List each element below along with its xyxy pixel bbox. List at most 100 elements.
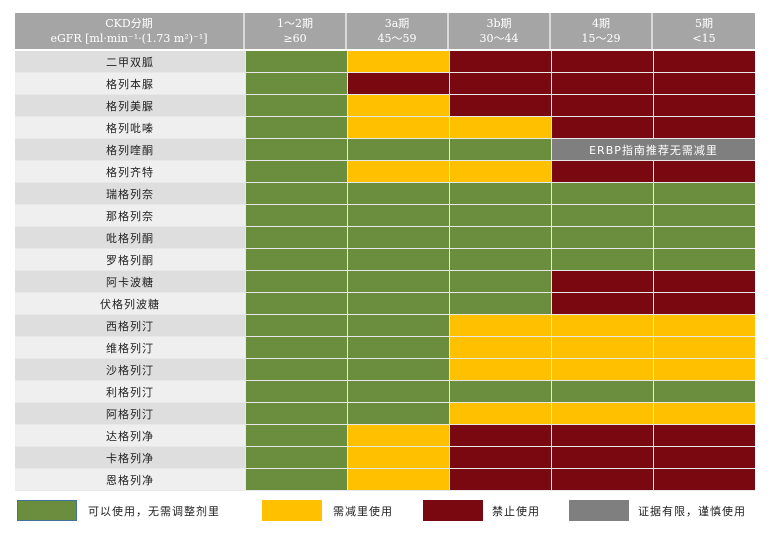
dosing-cell [551, 249, 653, 270]
drug-name: 罗格列酮 [15, 249, 245, 270]
legend: 可以使用，无需调整剂里 需减里使用 禁止使用 证据有限，谨慎使用 [0, 500, 770, 522]
drug-name: 伏格列波糖 [15, 293, 245, 314]
stage-label: 1～2期 [277, 17, 313, 30]
dosing-cell [245, 249, 347, 270]
dosing-cell [245, 447, 347, 468]
drug-name: 格列本脲 [15, 73, 245, 94]
dosing-cell [449, 249, 551, 270]
table-row: 阿卡波糖 [15, 271, 755, 293]
dosing-cell [551, 337, 653, 358]
header-divider [15, 49, 755, 51]
dosing-cell [653, 51, 755, 72]
dosing-cell [551, 469, 653, 490]
dosing-cell [551, 359, 653, 380]
dosing-cell [551, 315, 653, 336]
dosing-cell [653, 183, 755, 204]
dosing-cell [449, 447, 551, 468]
stage-label: 4期 [592, 17, 610, 30]
dosing-cell [347, 337, 449, 358]
legend-label-red: 禁止使用 [492, 505, 540, 518]
drug-name: 卡格列净 [15, 447, 245, 468]
dosing-cell [551, 425, 653, 446]
dosing-cell [653, 161, 755, 182]
dosing-cell [245, 403, 347, 424]
legend-swatch-green [17, 500, 77, 521]
table-row: 恩格列净 [15, 469, 755, 491]
table-row: 格列美脲 [15, 95, 755, 117]
drug-name: 瑞格列奈 [15, 183, 245, 204]
stage-label: 3a期 [384, 17, 410, 30]
dosing-cell [347, 95, 449, 116]
drug-name: 阿格列汀 [15, 403, 245, 424]
dosing-cell [245, 227, 347, 248]
dosing-cell [653, 359, 755, 380]
dosing-cell [653, 227, 755, 248]
dosing-cell [347, 425, 449, 446]
dosing-cell [551, 271, 653, 292]
dosing-cell [653, 117, 755, 138]
dosing-cell [551, 205, 653, 226]
dosing-cell [245, 117, 347, 138]
stage-label: 3b期 [486, 17, 512, 30]
dosing-cell [245, 381, 347, 402]
header-stage-4: 4期 15～29 [551, 13, 653, 49]
dosing-cell [347, 73, 449, 94]
dosing-cell [449, 293, 551, 314]
drug-name: 格列美脲 [15, 95, 245, 116]
dosing-cell [551, 293, 653, 314]
dosing-cell [551, 51, 653, 72]
dosing-cell [653, 249, 755, 270]
dosing-cell [449, 315, 551, 336]
dosing-cell [347, 227, 449, 248]
table-row: 瑞格列奈 [15, 183, 755, 205]
drug-name: 二甲双胍 [15, 51, 245, 72]
table-row: 达格列净 [15, 425, 755, 447]
drug-name: 维格列汀 [15, 337, 245, 358]
dosing-cell [347, 161, 449, 182]
dosing-cell [551, 117, 653, 138]
table-row: 伏格列波糖 [15, 293, 755, 315]
table-row: 维格列汀 [15, 337, 755, 359]
table-row: 阿格列汀 [15, 403, 755, 425]
table-row: 二甲双胍 [15, 51, 755, 73]
dosing-cell [653, 205, 755, 226]
dosing-cell [449, 425, 551, 446]
header-stage-3a: 3a期 45～59 [347, 13, 449, 49]
drug-name: 达格列净 [15, 425, 245, 446]
dosing-cell [347, 359, 449, 380]
dosing-cell [245, 183, 347, 204]
dosing-cell [347, 315, 449, 336]
dosing-cell [245, 73, 347, 94]
dosing-cell [347, 447, 449, 468]
dosing-cell [551, 403, 653, 424]
dosing-cell [245, 315, 347, 336]
dosing-cell [653, 271, 755, 292]
dosing-cell [449, 381, 551, 402]
table-row: 卡格列净 [15, 447, 755, 469]
table-row: 吡格列酮 [15, 227, 755, 249]
dosing-cell [245, 337, 347, 358]
table-row: 西格列汀 [15, 315, 755, 337]
dosing-cell [653, 425, 755, 446]
dosing-cell [245, 359, 347, 380]
table-row: 格列本脲 [15, 73, 755, 95]
dosing-cell [449, 139, 551, 160]
table-body: 二甲双胍 格列本脲 格列美脲 格列吡嗪 格列喹酮 ERBP指南推荐无需减里 格列齐特 瑞格列奈… [15, 51, 755, 491]
dosing-cell [449, 205, 551, 226]
dosing-cell [449, 73, 551, 94]
legend-label-gray: 证据有限，谨慎使用 [638, 505, 746, 518]
dosing-cell [245, 205, 347, 226]
header-stage-1-2: 1～2期 ≥60 [245, 13, 347, 49]
dosing-cell [347, 271, 449, 292]
drug-name: 恩格列净 [15, 469, 245, 490]
legend-label-yellow: 需减里使用 [333, 505, 393, 518]
dosing-cell [245, 293, 347, 314]
dosing-cell [245, 469, 347, 490]
legend-swatch-red [423, 500, 483, 521]
dosing-cell [449, 271, 551, 292]
dosing-cell [551, 73, 653, 94]
dosing-cell [653, 73, 755, 94]
table-row: 沙格列汀 [15, 359, 755, 381]
ckd-drug-dosing-table: CKD分期 eGFR [ml·min⁻¹·(1.73 m²)⁻¹] 1～2期 ≥… [15, 13, 755, 491]
legend-swatch-gray [569, 500, 629, 521]
